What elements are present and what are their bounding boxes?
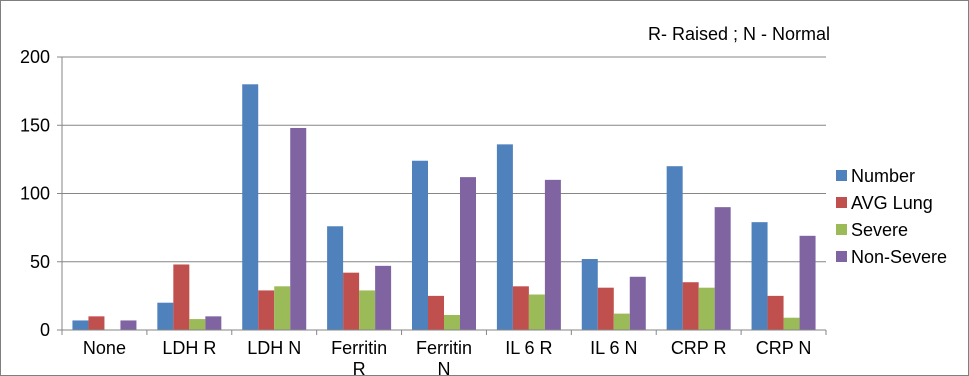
- y-axis-ticks: 0 50 100 150 200: [20, 47, 62, 340]
- bars-group: [72, 84, 816, 330]
- legend-label: AVG Lung: [851, 193, 933, 213]
- bar-severe: [274, 286, 291, 330]
- legend-label: Non-Severe: [851, 247, 947, 267]
- x-tick-label: LDH N: [247, 338, 301, 358]
- bar-non-severe: [375, 265, 392, 330]
- bar-avg-lung: [767, 295, 784, 330]
- bar-non-severe: [205, 316, 222, 330]
- bar-severe: [783, 317, 800, 330]
- bar-number: [496, 144, 513, 330]
- bar-avg-lung: [343, 272, 360, 330]
- bar-number: [581, 259, 598, 330]
- bar-avg-lung: [682, 282, 699, 330]
- bar-avg-lung: [597, 287, 614, 330]
- bar-non-severe: [629, 276, 646, 330]
- bar-severe: [613, 313, 630, 330]
- y-tick-label: 200: [20, 47, 50, 67]
- bar-severe: [698, 287, 715, 330]
- bar-non-severe: [799, 235, 816, 330]
- legend-label: Number: [851, 166, 915, 186]
- bar-severe: [444, 314, 460, 330]
- legend-swatch: [836, 251, 847, 262]
- bar-severe: [528, 294, 545, 330]
- chart-annotation: R- Raised ; N - Normal: [648, 24, 830, 44]
- bar-number: [751, 222, 768, 330]
- bar-non-severe: [120, 320, 137, 330]
- y-tick-label: 0: [40, 320, 50, 340]
- y-tick-label: 50: [30, 252, 50, 272]
- x-tick-label: CRP N: [756, 338, 812, 358]
- bar-avg-lung: [173, 264, 190, 330]
- x-tick-label: Ferritin N: [416, 338, 472, 376]
- legend-swatch: [836, 224, 847, 235]
- x-tick-label: Ferritin R: [331, 338, 387, 376]
- bar-non-severe: [290, 127, 307, 330]
- bar-severe: [189, 319, 206, 330]
- bar-avg-lung: [88, 316, 105, 330]
- bar-non-severe: [714, 207, 731, 330]
- y-tick-label: 100: [20, 184, 50, 204]
- x-tick-label: CRP R: [671, 338, 727, 358]
- bar-number: [327, 226, 344, 330]
- bar-number: [242, 84, 259, 330]
- x-tick-label: None: [83, 338, 126, 358]
- bar-avg-lung: [258, 290, 275, 330]
- legend-swatch: [836, 170, 847, 181]
- x-tick-label: IL 6 N: [590, 338, 637, 358]
- bar-number: [72, 320, 89, 330]
- bar-avg-lung: [428, 295, 444, 330]
- bar-non-severe: [544, 179, 561, 330]
- legend-label: Severe: [851, 220, 908, 240]
- bar-number: [157, 302, 174, 330]
- bar-non-severe: [460, 177, 476, 330]
- x-axis-ticks: None LDH R LDH N Ferritin R Ferritin N IL 6 R IL…: [61, 330, 827, 376]
- x-tick-label: IL 6 R: [505, 338, 552, 358]
- x-tick-label: LDH R: [162, 338, 216, 358]
- bar-number: [412, 160, 428, 330]
- legend: Number AVG Lung Severe Non-Severe: [836, 166, 947, 267]
- y-tick-label: 150: [20, 115, 50, 135]
- legend-swatch: [836, 197, 847, 208]
- bar-avg-lung: [512, 286, 529, 330]
- bar-number: [666, 166, 683, 330]
- bar-severe: [359, 290, 376, 330]
- gridlines: [62, 56, 826, 263]
